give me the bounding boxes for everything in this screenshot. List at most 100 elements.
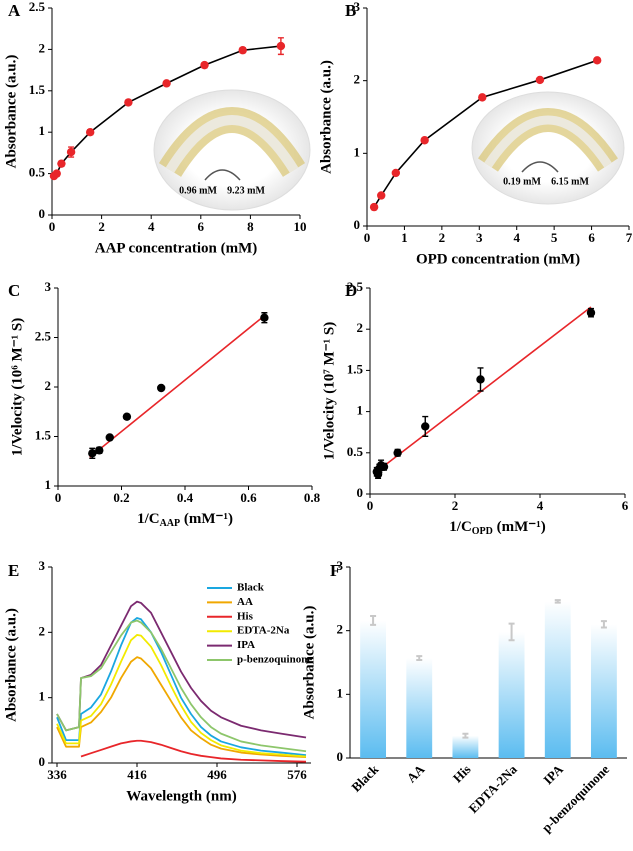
annotation: 6.15 mM [551,176,589,187]
marker [52,169,61,178]
x-tick-label: IPA [540,761,566,787]
series-line [80,739,307,763]
x-axis-title-main: 1/C [137,511,160,527]
panel-label: C [8,281,20,300]
bar [406,658,433,758]
error-bar [508,622,515,642]
y-tick-label: 1 [39,123,46,138]
x-tick-label: 4 [513,230,520,245]
error-bar [462,732,469,739]
x-tick-label: 2 [452,498,459,513]
y-tick-label: 2 [39,40,46,55]
x-tick-label: 0 [55,490,62,505]
marker [393,448,402,457]
x-tick-label: 576 [287,767,307,782]
x-tick-label: 416 [127,767,147,782]
y-tick-label: 2 [45,378,52,393]
marker [260,313,269,322]
x-tick-label: 0.2 [113,490,129,505]
x-axis-title: 1/CAAP (mM⁻¹) [137,511,233,529]
marker [238,46,247,55]
series-line [56,619,307,753]
inset-photo-b [471,91,625,205]
legend-label: His [237,610,254,622]
bar [498,631,525,758]
x-axis-title-sub: AAP [160,518,181,529]
bar [544,601,571,758]
legend-label: Black [237,582,265,594]
y-axis-title: 1/Velocity (10⁶ M⁻¹ S) [9,318,25,456]
x-tick-label: AA [404,761,428,785]
marker [105,433,114,442]
y-tick-label: 1 [39,689,46,704]
panel-label: B [345,1,356,20]
marker [95,446,104,455]
x-tick-label: 3 [476,230,483,245]
y-tick-label: 2.5 [29,0,46,14]
series-line [56,656,307,759]
x-axis-title-sub: OPD [472,526,493,537]
x-axis-title-tail: (mM⁻¹) [180,511,233,527]
marker [476,375,485,384]
x-axis-title: 1/COPD (mM⁻¹) [449,519,545,537]
marker [379,462,389,472]
y-tick-label: 0 [39,754,46,769]
error-bar [600,620,607,629]
marker [200,60,209,70]
x-tick-label: 2 [439,230,446,245]
y-tick-label: 2 [354,72,361,87]
legend-label: IPA [237,639,255,651]
inset-photo-a [153,89,311,211]
marker [162,79,171,88]
x-axis-title-tail: (mM⁻¹) [493,519,546,535]
x-tick-label: 0.8 [304,490,321,505]
x-tick-label: 5 [551,230,558,245]
x-tick-label: 496 [207,767,227,782]
bar [360,620,387,758]
marker [369,202,379,212]
y-tick-label: 2.5 [35,328,52,343]
x-tick-label: Black [348,761,382,795]
marker [535,75,545,85]
y-tick-label: 2 [337,622,344,637]
y-axis-title: Absorbance (a.u.) [318,60,334,174]
y-axis-title: 1/Velocity (10⁷ M⁻¹ S) [321,322,337,460]
y-tick-label: 0 [357,485,364,500]
x-tick-label: 1 [401,230,408,245]
x-tick-label: 10 [294,219,307,234]
marker [122,412,132,421]
marker [586,308,596,317]
x-axis-title-main: 1/C [449,519,472,535]
y-tick-label: 1 [354,144,361,159]
legend-label: EDTA-2Na [237,625,290,637]
x-tick-label: 2 [98,219,105,234]
marker [377,191,386,200]
y-tick-label: 1.5 [35,427,52,442]
y-tick-label: 1.5 [347,361,364,376]
y-tick-label: 3 [337,558,344,573]
y-tick-label: 2 [357,320,364,335]
x-axis-title: AAP concentration (mM) [95,240,257,256]
marker [592,56,602,65]
x-tick-label: 0 [364,230,371,245]
bar [452,735,479,758]
y-tick-label: 0.5 [347,444,364,459]
y-tick-label: 2 [39,623,46,638]
panel-label: E [8,561,19,580]
x-tick-label: 4 [148,219,155,234]
marker [57,159,66,168]
y-tick-label: 1 [337,685,344,700]
x-tick-label: EDTA-2Na [465,761,520,816]
marker [420,136,429,145]
x-tick-label: 6 [588,230,595,245]
marker [88,449,97,458]
series-line [373,306,592,475]
x-tick-label: 7 [626,230,633,245]
x-tick-label: His [450,762,474,786]
x-tick-label: 336 [47,767,67,782]
y-axis-title: Absorbance (a.u.) [301,606,317,720]
y-tick-label: 1 [357,403,364,418]
x-tick-label: 4 [537,498,544,513]
error-bar [554,599,561,604]
